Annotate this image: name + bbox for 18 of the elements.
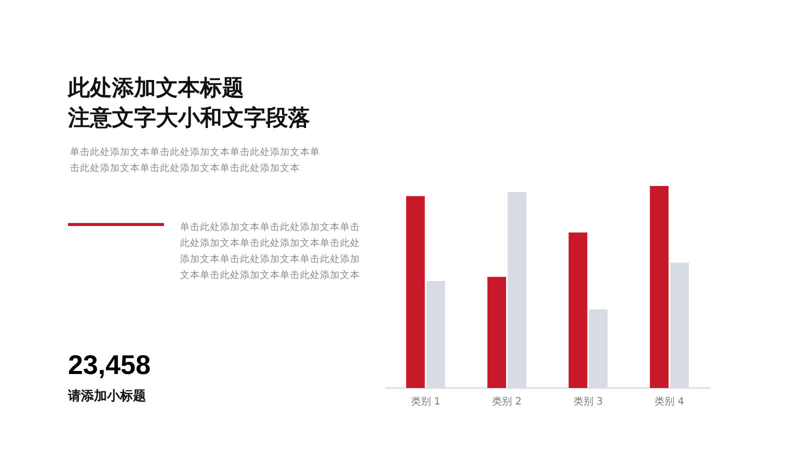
bar	[650, 186, 669, 388]
bar	[588, 309, 608, 388]
text: 注意文字大小和文字段落	[68, 104, 310, 133]
text: 此处添加文本标题	[68, 75, 244, 103]
x-tick-label: 类别 2	[492, 396, 522, 408]
text: 单击此处添加文本单击此处添加文本单击此处添加文本单击此处添加文本单击此处添加文本单击此处添加文本单击此处添加文本单击此处添加文本单击此处添加文本	[180, 221, 361, 283]
bar	[406, 196, 425, 388]
x-tick-label: 类别 3	[573, 396, 603, 408]
text: 单击此处添加文本单击此处添加文本单击此处添加文本单击此处添加文本单击此处添加文本单击此处添加文本	[70, 146, 321, 176]
bar	[568, 232, 588, 388]
text: 请添加小标题	[68, 388, 146, 405]
bar	[508, 192, 526, 388]
x-tick-label: 类别 4	[654, 396, 684, 408]
bar	[670, 262, 689, 388]
text: 23,458	[68, 350, 151, 381]
x-tick-label: 类别 1	[410, 396, 440, 408]
bar	[426, 280, 446, 388]
bar	[487, 276, 506, 388]
